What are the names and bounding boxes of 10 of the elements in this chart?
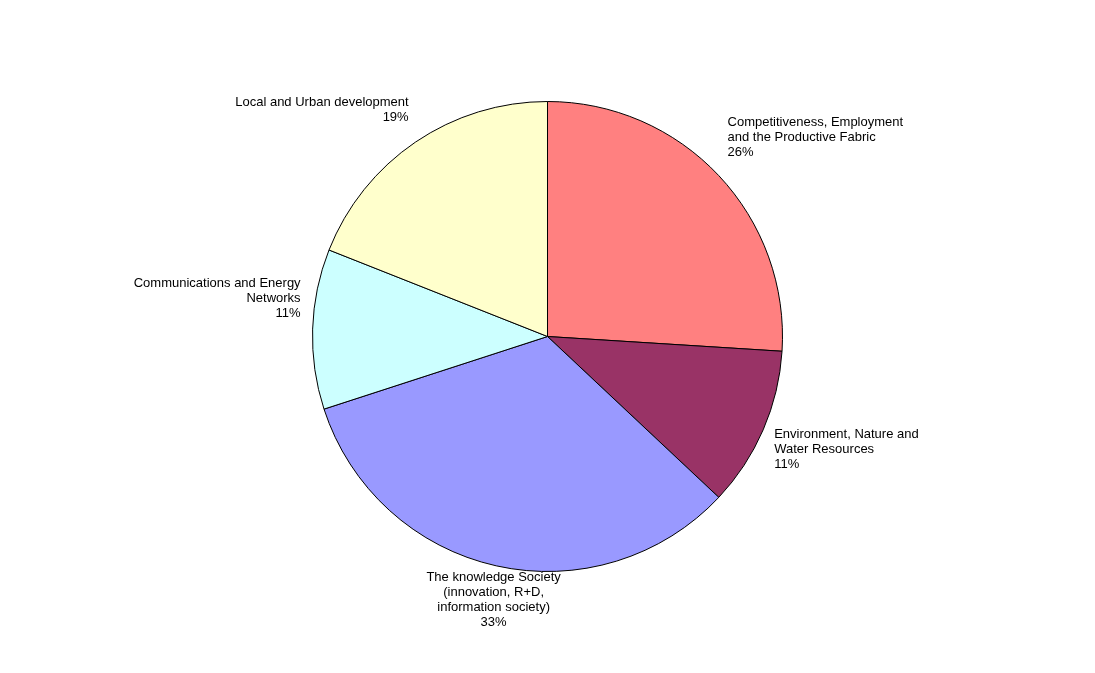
data-label: 19% (382, 108, 410, 124)
slice-label: Local and Urban development (235, 93, 410, 109)
data-label: 11% (275, 305, 302, 321)
slice-label: Environment, Nature and Water Resources (774, 426, 919, 457)
slice-label: Communications and Energy Networks (133, 275, 302, 306)
slice-label: Competitiveness, Employment and the Productive Fabric (727, 113, 904, 144)
data-label: 33% (480, 614, 508, 630)
slice-label: The knowledge Society (innovation, R+D, information society) (426, 569, 562, 615)
data-label: 11% (774, 456, 800, 472)
data-label: 26% (727, 143, 755, 159)
